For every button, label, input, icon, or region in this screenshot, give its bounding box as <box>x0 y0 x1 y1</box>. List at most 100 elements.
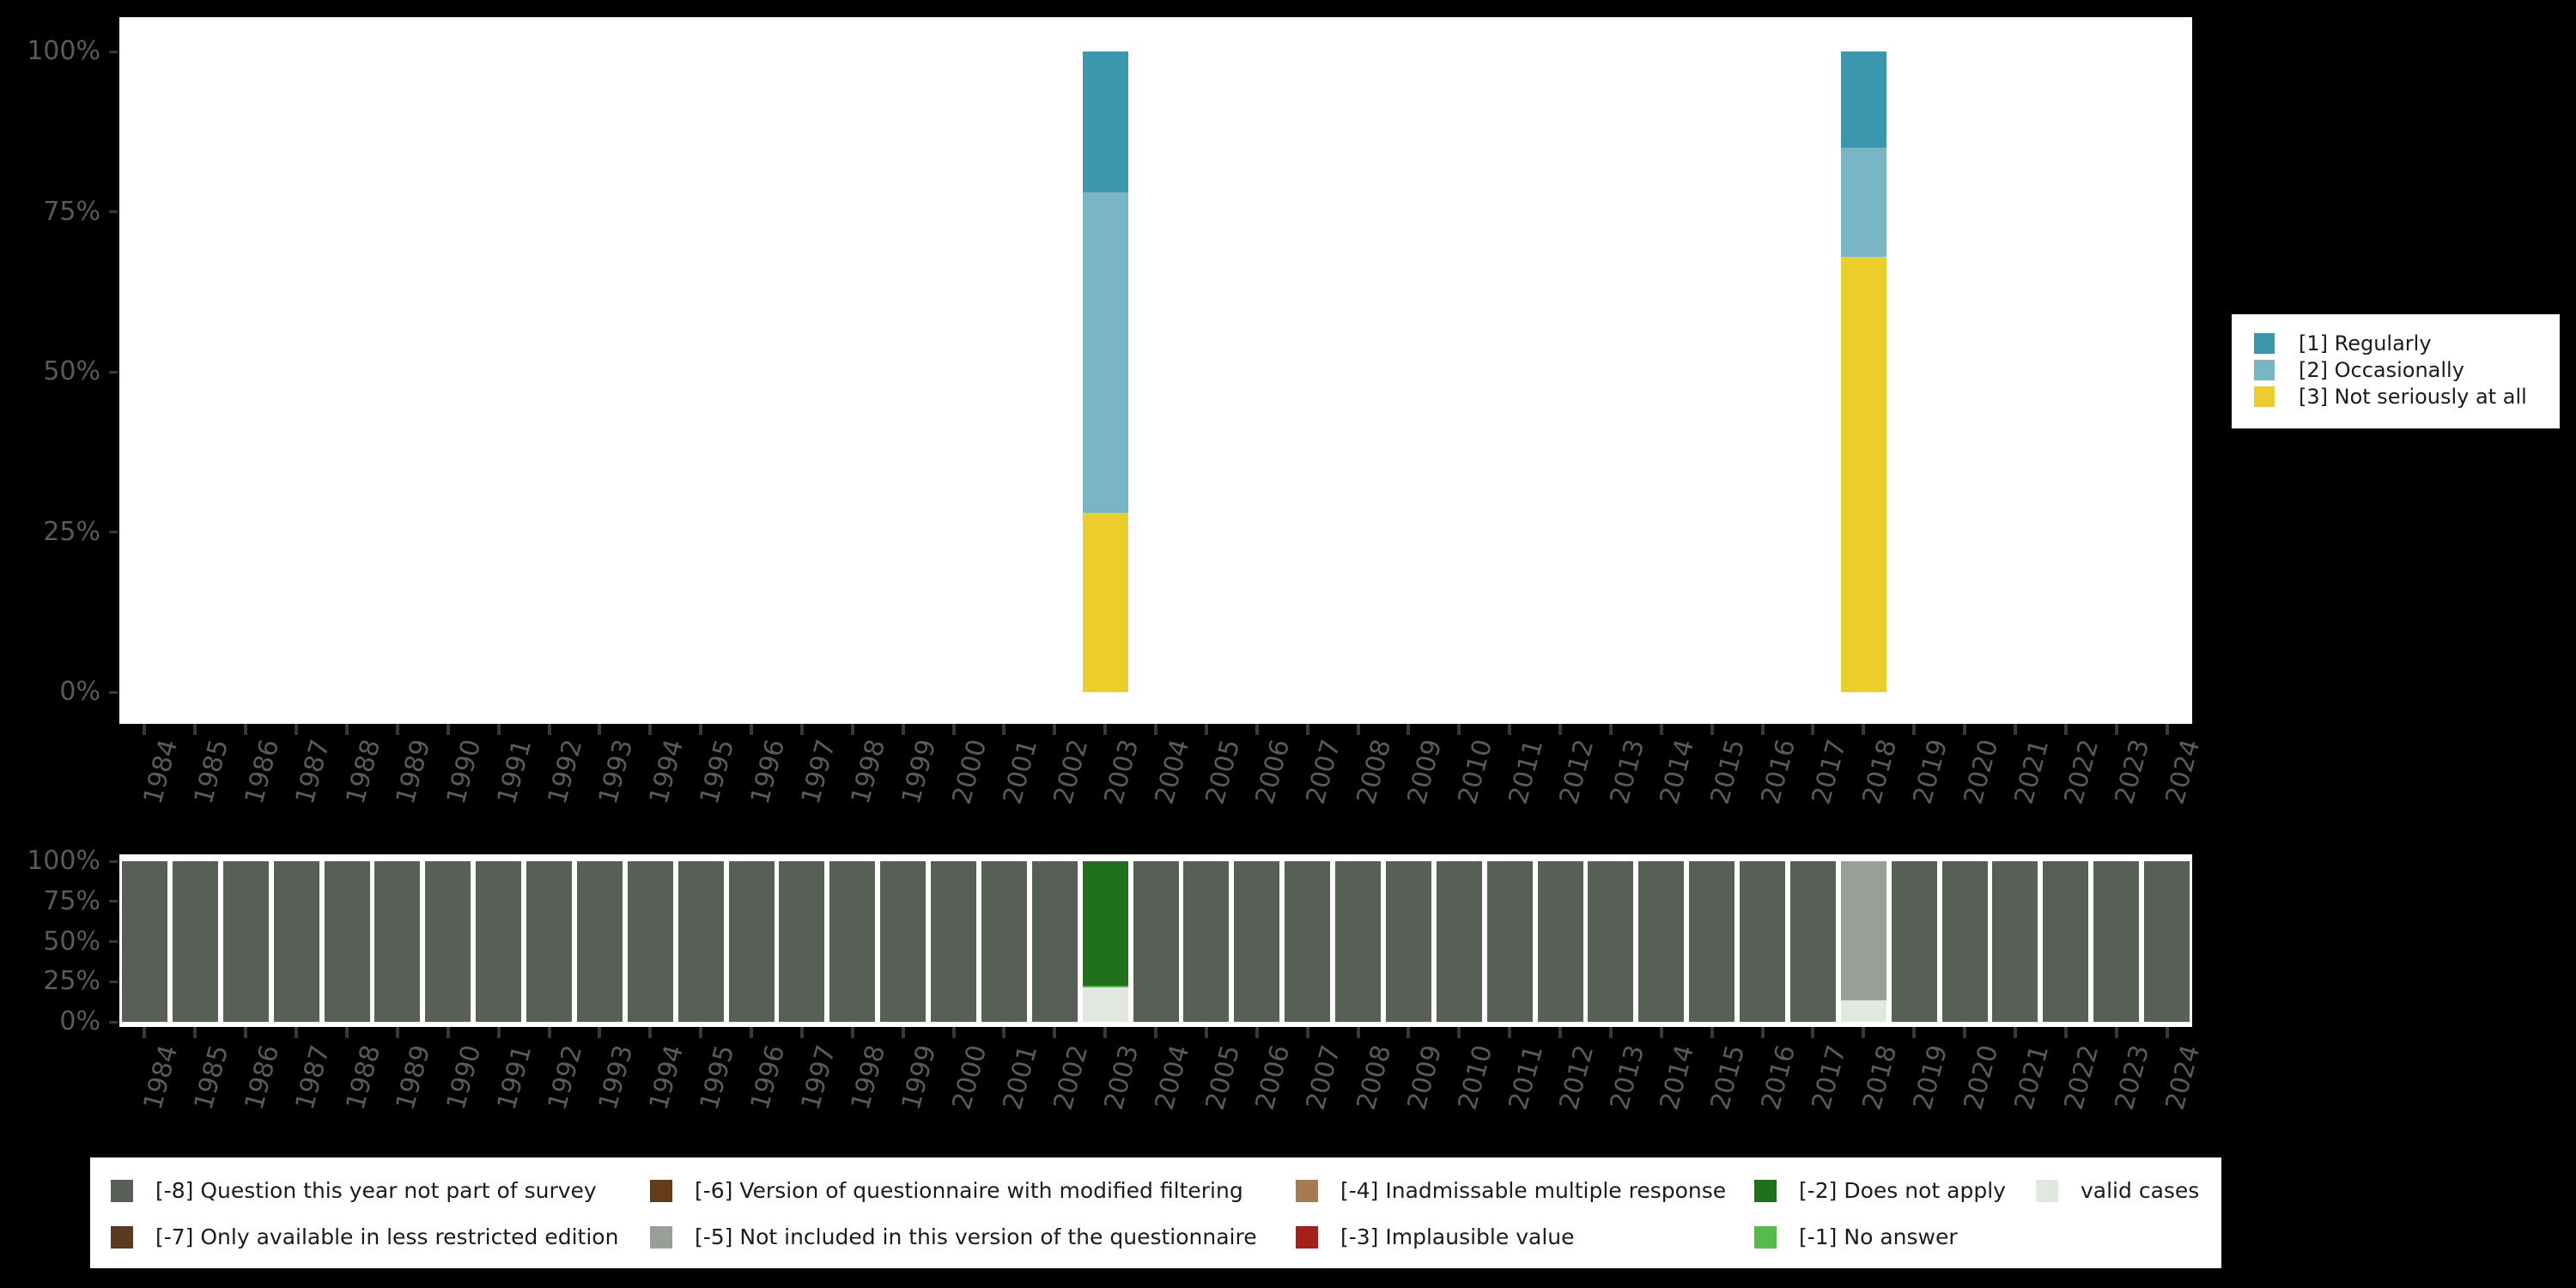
x-axis-tick <box>1659 1027 1663 1038</box>
x-axis-year-label: 2012 <box>1553 1042 1600 1114</box>
y-axis-tick <box>109 940 118 943</box>
x-axis-tick <box>1608 724 1613 735</box>
x-axis-year-label: 2018 <box>1856 736 1904 808</box>
legend-item-label: [2] Occasionally <box>2299 358 2464 382</box>
bar-segment-1998 <box>829 861 876 1022</box>
bar-segment-2013 <box>1588 861 1634 1022</box>
x-axis-tick <box>1912 1027 1917 1038</box>
x-axis-tick <box>193 1027 197 1038</box>
x-axis-year-label: 1998 <box>846 736 892 808</box>
legend-color-swatch <box>1296 1180 1318 1202</box>
x-axis-tick <box>345 724 349 735</box>
x-axis-year-label: 1991 <box>491 1042 538 1114</box>
x-axis-tick <box>2165 1027 2169 1038</box>
x-axis-tick <box>1457 1027 1461 1038</box>
x-axis-year-label: 2001 <box>997 1042 1044 1114</box>
y-axis-label: 75% <box>43 196 100 227</box>
bar-segment-2018 <box>1840 861 1886 1000</box>
y-axis-label: 75% <box>43 885 100 916</box>
legend-item-label: [-7] Only available in less restricted e… <box>155 1224 619 1249</box>
x-axis-tick <box>850 1027 854 1038</box>
x-axis-tick <box>598 1027 602 1038</box>
x-axis-year-label: 1998 <box>846 1042 892 1114</box>
legend-color-swatch <box>2254 386 2275 407</box>
bar-segment-2010 <box>1436 861 1482 1022</box>
legend-item-label: [1] Regularly <box>2299 331 2432 355</box>
x-axis-tick <box>1508 724 1512 735</box>
bar-segment-1991 <box>476 861 522 1022</box>
x-axis-year-label: 2004 <box>1149 736 1195 808</box>
x-axis-tick <box>193 724 197 735</box>
x-axis-tick <box>1659 724 1663 735</box>
bottom-chart-panel <box>119 854 2192 1027</box>
x-axis-tick <box>2013 1027 2017 1038</box>
x-axis-tick <box>1356 724 1360 735</box>
x-axis-tick <box>648 724 653 735</box>
x-axis-tick <box>244 724 248 735</box>
bar-segment-2021 <box>1992 861 2038 1022</box>
x-axis-tick <box>1305 724 1309 735</box>
x-axis-tick <box>1103 724 1108 735</box>
x-axis-tick <box>901 1027 905 1038</box>
bar-segment-2006 <box>1234 861 1280 1022</box>
y-axis-label: 50% <box>43 356 100 386</box>
x-axis-tick <box>1204 724 1208 735</box>
x-axis-year-label: 1989 <box>391 1042 437 1114</box>
bar-segment-2018 <box>1840 52 1886 148</box>
bottom-legend: [-8] Question this year not part of surv… <box>90 1157 2221 1268</box>
x-axis-year-label: 2009 <box>1401 1042 1449 1114</box>
x-axis-tick <box>598 724 602 735</box>
x-axis-tick <box>1912 724 1917 735</box>
x-axis-tick <box>1862 724 1866 735</box>
bar-segment-2009 <box>1385 861 1431 1022</box>
x-axis-year-label: 2005 <box>1200 736 1246 808</box>
x-axis-tick <box>1406 724 1411 735</box>
legend-item-label: valid cases <box>2081 1178 2200 1203</box>
bar-segment-2022 <box>2043 861 2089 1022</box>
x-axis-year-label: 2010 <box>1452 1042 1499 1114</box>
y-axis-tick <box>109 50 118 53</box>
bar-segment-2024 <box>2144 861 2190 1022</box>
x-axis-year-label: 2002 <box>1048 736 1095 808</box>
x-axis-year-label: 1996 <box>744 1042 791 1114</box>
x-axis-tick <box>1053 724 1057 735</box>
x-axis-tick <box>2063 724 2068 735</box>
x-axis-tick <box>1255 724 1259 735</box>
x-axis-year-label: 1999 <box>896 736 943 808</box>
bar-segment-2003 <box>1082 985 1128 988</box>
x-axis-year-label: 2024 <box>2160 736 2207 808</box>
x-axis-tick <box>799 1027 804 1038</box>
x-axis-year-label: 2003 <box>1098 1042 1145 1114</box>
x-axis-tick <box>699 724 703 735</box>
x-axis-tick <box>799 724 804 735</box>
x-axis-tick <box>1760 724 1765 735</box>
x-axis-year-label: 1996 <box>744 736 791 808</box>
x-axis-year-label: 2023 <box>2110 1042 2156 1114</box>
x-axis-year-label: 1988 <box>340 1042 386 1114</box>
y-axis-tick <box>109 980 118 983</box>
x-axis-year-label: 1995 <box>694 736 740 808</box>
x-axis-tick <box>496 724 501 735</box>
legend-item-label: [-4] Inadmissable multiple response <box>1340 1178 1727 1203</box>
x-axis-tick <box>345 1027 349 1038</box>
x-axis-tick <box>2114 724 2118 735</box>
bar-segment-2020 <box>1941 861 1988 1022</box>
x-axis-year-label: 2015 <box>1705 736 1752 808</box>
x-axis-year-label: 2011 <box>1503 1042 1549 1114</box>
x-axis-year-label: 2019 <box>1907 736 1954 808</box>
x-axis-tick <box>1710 724 1714 735</box>
x-axis-year-label: 2022 <box>2059 1042 2105 1114</box>
x-axis-year-label: 2013 <box>1604 736 1650 808</box>
x-axis-year-label: 1990 <box>441 736 488 808</box>
bar-segment-2012 <box>1537 861 1583 1022</box>
x-axis-tick <box>143 1027 147 1038</box>
x-axis-tick <box>1508 1027 1512 1038</box>
x-axis-tick <box>2013 724 2017 735</box>
x-axis-tick <box>1255 1027 1259 1038</box>
x-axis-year-label: 1985 <box>188 736 235 808</box>
y-axis-tick <box>109 531 118 533</box>
bar-segment-2011 <box>1486 861 1533 1022</box>
x-axis-tick <box>699 1027 703 1038</box>
y-axis-label: 100% <box>27 846 100 876</box>
